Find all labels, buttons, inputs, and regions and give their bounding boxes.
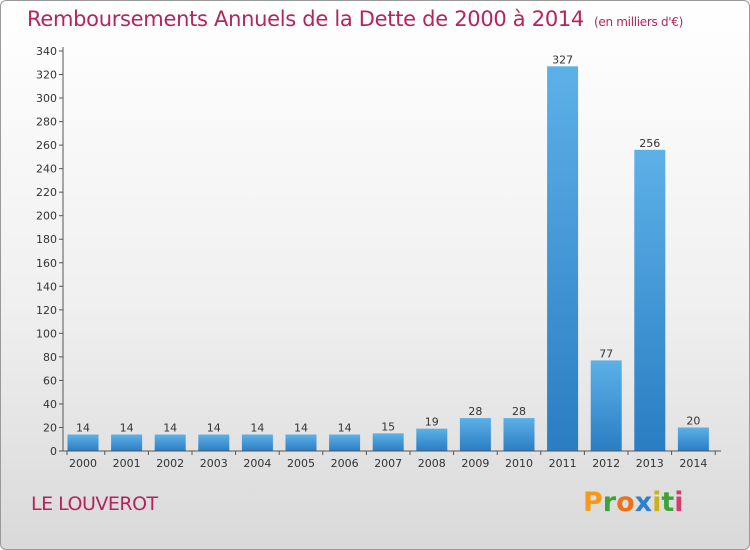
bar-2010 [503,418,535,451]
data-label-2014: 20 [686,414,700,427]
data-label-2007: 15 [381,420,395,433]
bar-2007 [372,433,404,451]
bar-2006 [329,434,361,451]
y-tick-label: 120 [36,304,57,317]
data-label-2010: 28 [512,405,526,418]
bar-2005 [285,434,317,451]
y-tick-label: 200 [36,210,57,223]
x-tick-label-2014: 2014 [679,457,707,470]
y-tick-label: 220 [36,186,57,199]
y-tick-label: 240 [36,163,57,176]
y-tick-label: 100 [36,327,57,340]
y-tick-label: 160 [36,257,57,270]
x-tick-label-2005: 2005 [287,457,315,470]
x-tick-label-2006: 2006 [331,457,359,470]
y-tick-label: 340 [36,45,57,58]
y-tick-label: 280 [36,116,57,129]
logo-letter: x [634,487,653,518]
y-tick-label: 260 [36,139,57,152]
data-label-2009: 28 [468,405,482,418]
bar-2008 [416,428,448,451]
bar-2001 [111,434,143,451]
y-axis: 0 20 40 60 80 100 120 140 160 180 200 220 240 260 280 3… [36,45,64,458]
data-label-2002: 14 [163,422,177,435]
x-tick-label-2010: 2010 [505,457,533,470]
bar-2000 [67,434,99,451]
data-label-2000: 14 [76,422,90,435]
logo-letter: i [652,487,662,518]
y-tick-label: 20 [43,421,57,434]
bar-2004 [241,434,273,451]
data-label-2011: 327 [552,53,573,66]
y-tick-label: 300 [36,92,57,105]
data-label-2004: 14 [250,422,264,435]
bar-2002 [154,434,186,451]
bars: 14 14 14 14 14 14 14 15 19 28 28 327 77 256 20 [67,53,709,451]
chart-title-text: Remboursements Annuels de la Dette de 20… [27,7,584,31]
x-tick-label-2012: 2012 [592,457,620,470]
x-tick-label-2000: 2000 [69,457,97,470]
x-tick-label-2011: 2011 [549,457,577,470]
logo-letter: t [661,487,675,518]
y-tick-label: 60 [43,374,57,387]
logo-letter: i [674,487,684,518]
x-tick-label-2004: 2004 [243,457,271,470]
logo-letter: r [602,487,617,518]
y-tick-label: 0 [50,445,57,458]
commune-name: LE LOUVEROT [31,493,158,515]
data-label-2012: 77 [599,347,613,360]
y-tick-label: 80 [43,351,57,364]
y-tick-label: 320 [36,69,57,82]
x-tick-label-2003: 2003 [200,457,228,470]
bar-2014 [677,427,709,451]
logo-letter: o [616,487,635,518]
y-tick-label: 180 [36,233,57,246]
data-label-2006: 14 [338,422,352,435]
data-label-2001: 14 [120,422,134,435]
x-tick-label-2008: 2008 [418,457,446,470]
x-tick-label-2013: 2013 [636,457,664,470]
bar-2012 [590,360,622,451]
data-label-2003: 14 [207,422,221,435]
x-tick-label-2009: 2009 [461,457,489,470]
y-tick-label: 40 [43,398,57,411]
bar-2011 [547,66,579,451]
y-tick-label: 140 [36,280,57,293]
x-tick-label-2007: 2007 [374,457,402,470]
x-axis: 2000 2001 2002 2003 2004 2005 2006 2007 2008 2009… [63,450,721,470]
data-label-2008: 19 [425,416,439,429]
bar-2003 [198,434,230,451]
chart-unit: (en milliers d'€) [594,15,684,29]
data-label-2013: 256 [639,137,660,150]
bar-2009 [459,418,491,451]
data-label-2005: 14 [294,422,308,435]
chart-title: Remboursements Annuels de la Dette de 20… [27,7,683,31]
x-tick-label-2002: 2002 [156,457,184,470]
bar-2013 [634,149,666,451]
x-tick-label-2001: 2001 [113,457,141,470]
logo-letter: P [583,487,603,518]
proxiti-logo: Proxiti [583,487,684,518]
